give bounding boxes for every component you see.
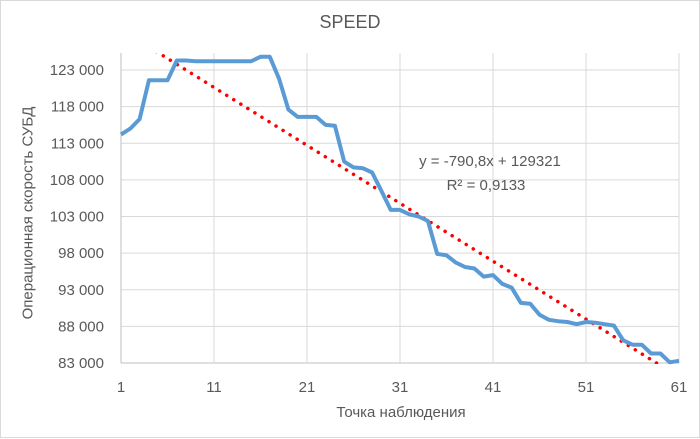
y-tick-label: 83 000 <box>58 355 104 372</box>
y-tick-label: 103 000 <box>50 209 104 226</box>
x-axis-label: Точка наблюдения <box>336 404 466 421</box>
chart-title: SPEED <box>319 12 381 32</box>
x-tick-label: 11 <box>206 379 222 396</box>
x-tick-label: 21 <box>299 379 316 396</box>
trendline-equation: y = -790,8x + 129321 <box>419 153 561 170</box>
x-tick-label: 51 <box>578 379 595 396</box>
y-tick-label: 93 000 <box>58 282 104 299</box>
gridlines <box>120 53 680 364</box>
data-series-line <box>119 54 680 365</box>
y-tick-label: 98 000 <box>58 245 104 262</box>
trendline-r-squared: R² = 0,9133 <box>447 177 526 194</box>
y-tick-label: 113 000 <box>51 135 104 152</box>
y-tick-label: 108 000 <box>50 172 104 189</box>
x-tick-labels: 1 11 21 31 41 51 61 <box>117 379 688 396</box>
y-tick-label: 88 000 <box>58 318 104 335</box>
trendline <box>155 53 662 364</box>
y-tick-label: 123 000 <box>50 62 104 79</box>
y-tick-label: 118 000 <box>51 99 104 116</box>
x-tick-label: 31 <box>392 379 409 396</box>
y-tick-labels: 83 000 88 000 93 000 98 000 103 000 108 000 11… <box>50 62 104 372</box>
x-tick-label: 1 <box>117 379 125 396</box>
x-tick-label: 41 <box>485 379 502 396</box>
x-tick-label: 61 <box>671 379 688 396</box>
